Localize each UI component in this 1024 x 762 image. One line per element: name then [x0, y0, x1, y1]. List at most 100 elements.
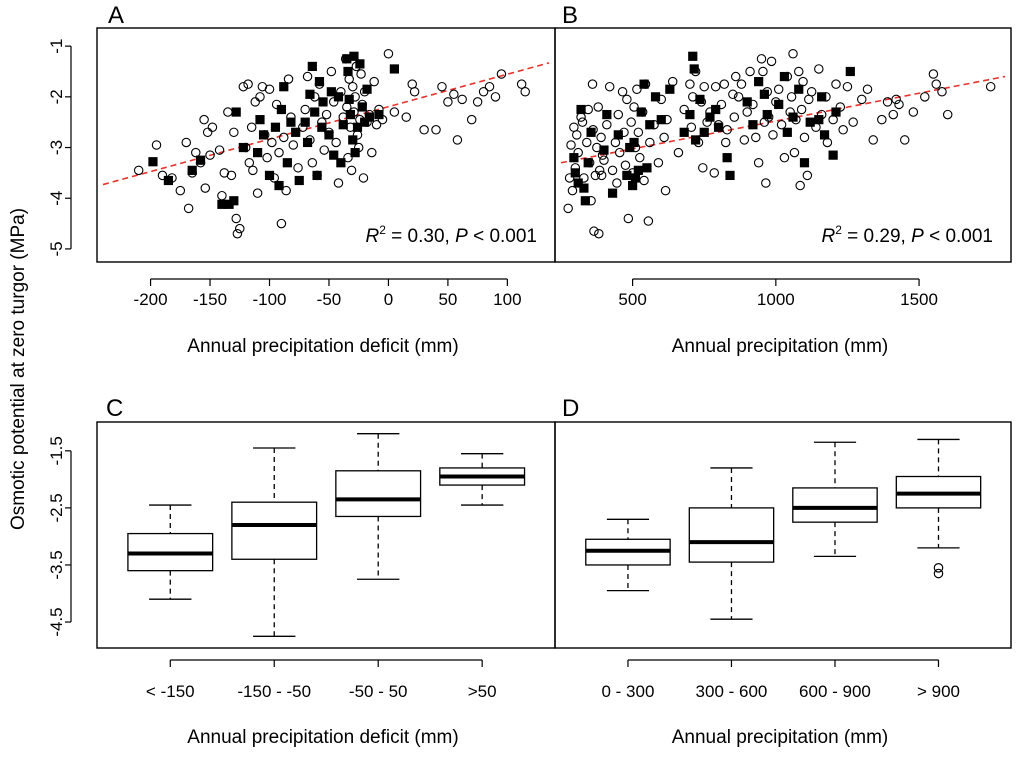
- data-point-filled: [336, 158, 346, 168]
- panel-letter: D: [562, 395, 579, 422]
- data-point-filled: [286, 117, 296, 127]
- data-point-open: [733, 92, 744, 102]
- data-point-open: [596, 170, 607, 181]
- data-point-filled: [282, 158, 292, 168]
- data-point-open: [633, 127, 644, 138]
- data-point-open: [567, 185, 578, 196]
- data-point-open: [248, 165, 258, 176]
- data-point-filled: [350, 148, 360, 158]
- data-point-filled: [238, 142, 248, 153]
- data-point-filled: [231, 107, 241, 117]
- x-category-label: -50 - 50: [349, 682, 408, 701]
- x-category-label: -150 - -50: [237, 682, 311, 701]
- data-point-filled: [580, 196, 590, 206]
- panel-d-boxplot: 0 - 300 300 - 600 600 - 900 > 900 Annual pre…: [554, 395, 1012, 748]
- data-point-filled: [576, 104, 586, 115]
- data-point-open: [899, 135, 910, 145]
- data-point-filled: [305, 89, 315, 99]
- data-point-filled: [607, 188, 618, 198]
- data-point-open: [582, 137, 592, 148]
- data-point-open: [181, 137, 192, 148]
- data-point-filled: [374, 109, 384, 120]
- panel-letter: B: [562, 2, 578, 29]
- y-tick-label: -1: [47, 39, 66, 54]
- data-point-filled: [148, 157, 158, 167]
- data-point-open: [798, 76, 808, 87]
- data-point-open: [576, 112, 586, 122]
- data-point-open: [202, 127, 213, 138]
- data-point-filled: [360, 117, 370, 127]
- data-point-open: [877, 114, 887, 125]
- data-point-filled: [602, 109, 612, 120]
- data-point-open: [262, 152, 272, 163]
- data-point-open: [673, 147, 684, 158]
- stat-annotation: R2 = 0.29, P < 0.001: [821, 223, 993, 247]
- data-point-open: [667, 76, 678, 87]
- data-point-open: [736, 79, 747, 89]
- data-point-open: [226, 170, 237, 181]
- data-point-filled: [326, 87, 336, 97]
- data-point-open: [709, 168, 720, 178]
- data-point-filled: [685, 109, 695, 120]
- data-point-open: [300, 104, 310, 115]
- outlier-point: [933, 568, 944, 579]
- data-point-open: [356, 69, 366, 79]
- data-point-open: [756, 54, 767, 64]
- data-point-open: [307, 157, 318, 168]
- data-point-open: [563, 203, 573, 214]
- data-point-open: [796, 104, 807, 115]
- data-point-open: [333, 178, 344, 188]
- y-tick-label: -2: [47, 89, 66, 104]
- data-point-open: [199, 114, 209, 125]
- data-point-open: [267, 137, 277, 148]
- data-point-open: [604, 81, 615, 92]
- data-point-open: [719, 79, 730, 89]
- data-point-filled: [754, 77, 764, 87]
- data-point-open: [346, 165, 357, 176]
- box-2: [688, 467, 775, 620]
- x-category-label: > 900: [917, 682, 960, 701]
- data-point-filled: [689, 64, 699, 74]
- data-point-open: [409, 87, 420, 97]
- data-point-filled: [699, 127, 709, 137]
- data-point-open: [157, 170, 168, 181]
- data-point-open: [699, 81, 709, 92]
- data-point-filled: [300, 117, 310, 127]
- y-tick-label: -3: [47, 140, 66, 155]
- data-point-open: [246, 122, 257, 133]
- data-point-filled: [725, 170, 735, 181]
- panel-a-scatter: -1 -2 -3 -4 -5 -200 -150 -100 -50 0 50 100 Annual pr…: [47, 2, 556, 357]
- regression-line: [560, 75, 1006, 164]
- data-point-open: [828, 114, 838, 125]
- y-tick-label: -5: [47, 241, 66, 256]
- data-point-open: [207, 122, 218, 133]
- data-point-filled: [794, 84, 804, 94]
- data-point-open: [758, 66, 768, 77]
- stat-annotation: R2 = 0.30, P < 0.001: [365, 223, 537, 247]
- data-point-open: [610, 137, 621, 148]
- data-point-open: [802, 170, 813, 181]
- data-point-filled: [270, 122, 281, 132]
- data-point-open: [848, 117, 858, 127]
- box-1: [585, 518, 671, 592]
- data-point-open: [235, 223, 245, 234]
- data-point-open: [326, 66, 337, 77]
- data-point-filled: [217, 199, 227, 209]
- data-point-open: [243, 79, 253, 89]
- y-tick-label: -1.5: [47, 436, 66, 465]
- data-point-open: [882, 97, 893, 107]
- data-point-open: [629, 102, 639, 112]
- data-point-filled: [570, 168, 580, 178]
- data-point-filled: [705, 112, 715, 122]
- data-point-filled: [355, 59, 365, 69]
- x-tick-label: -100: [252, 290, 286, 309]
- panel-letter: C: [106, 395, 123, 422]
- data-point-open: [321, 109, 332, 120]
- plot-frame: [554, 421, 1012, 649]
- box-1: [127, 504, 214, 600]
- data-point-open: [698, 163, 708, 173]
- data-point-open: [478, 87, 489, 97]
- data-layer: [560, 48, 1006, 239]
- x-tick-label: -50: [317, 290, 342, 309]
- data-point-open: [520, 87, 530, 97]
